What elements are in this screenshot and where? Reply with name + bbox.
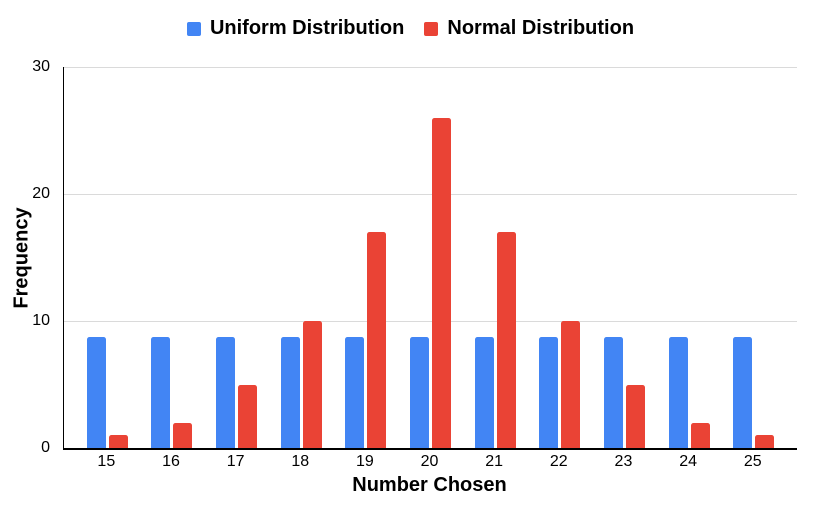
legend-item-uniform: Uniform Distribution — [186, 17, 405, 40]
bar-group — [398, 67, 463, 448]
y-tick-label: 0 — [41, 439, 50, 456]
plot-area — [63, 67, 797, 450]
uniform-distribution-bar — [733, 337, 753, 448]
x-tick-label: 22 — [549, 453, 568, 470]
gridline — [64, 67, 797, 68]
uniform-distribution-bar — [345, 337, 365, 448]
uniform-distribution-bar — [280, 337, 300, 448]
normal-distribution-bar — [755, 435, 775, 448]
normal-distribution-bar — [173, 422, 193, 448]
uniform-distribution-bar — [668, 337, 688, 448]
legend-label: Normal Distribution — [447, 17, 635, 39]
bar-group — [657, 67, 722, 448]
normal-distribution-bar — [496, 232, 516, 448]
uniform-distribution-bar — [151, 337, 171, 448]
x-tick-label: 25 — [743, 453, 762, 470]
uniform-distribution-bar — [410, 337, 430, 448]
gridline — [64, 321, 797, 323]
normal-distribution-bar — [108, 435, 128, 448]
x-tick-label: 20 — [420, 453, 439, 470]
x-tick-label: 17 — [226, 453, 245, 470]
uniform-distribution-bar — [539, 337, 559, 448]
x-tick-label: 21 — [485, 453, 504, 470]
bar-group — [75, 67, 140, 448]
y-tick-label: 30 — [32, 58, 50, 75]
legend-swatch-icon — [186, 21, 201, 36]
normal-distribution-bar — [690, 422, 710, 448]
normal-distribution-bar — [561, 321, 581, 448]
x-tick-label: 24 — [679, 453, 697, 470]
y-axis-labels: 0 10 20 30 — [0, 59, 50, 456]
bar-group — [140, 67, 205, 448]
uniform-distribution-bar — [216, 337, 236, 448]
bar-group — [527, 67, 592, 448]
bar-group — [269, 67, 334, 448]
bar-group — [463, 67, 528, 448]
bar-groups — [64, 67, 797, 448]
normal-distribution-bar — [302, 321, 322, 448]
uniform-distribution-bar — [474, 337, 494, 448]
uniform-distribution-bar — [603, 337, 623, 448]
normal-distribution-bar — [367, 232, 387, 448]
bar-group — [721, 67, 786, 448]
legend-item-normal: Normal Distribution — [424, 17, 634, 40]
bar-group — [592, 67, 657, 448]
x-tick-label: 19 — [355, 453, 374, 470]
legend-swatch-icon — [424, 21, 439, 36]
x-tick-label: 15 — [97, 453, 116, 470]
legend: Uniform Distribution Normal Distribution — [0, 17, 821, 40]
gridline — [64, 194, 797, 196]
bar-group — [204, 67, 269, 448]
x-tick-label: 18 — [291, 453, 310, 470]
x-axis-labels: 15 16 17 18 19 20 21 22 23 24 25 — [63, 453, 796, 471]
y-tick-label: 20 — [32, 185, 50, 202]
x-tick-label: 16 — [162, 453, 180, 470]
normal-distribution-bar — [625, 384, 645, 448]
uniform-distribution-bar — [86, 337, 106, 448]
bar-group — [334, 67, 399, 448]
legend-label: Uniform Distribution — [209, 17, 405, 39]
y-tick-label: 10 — [32, 312, 50, 329]
normal-distribution-bar — [238, 384, 258, 448]
x-tick-label: 23 — [614, 453, 633, 470]
x-axis-title: Number Chosen — [352, 474, 507, 496]
normal-distribution-bar — [432, 117, 452, 448]
